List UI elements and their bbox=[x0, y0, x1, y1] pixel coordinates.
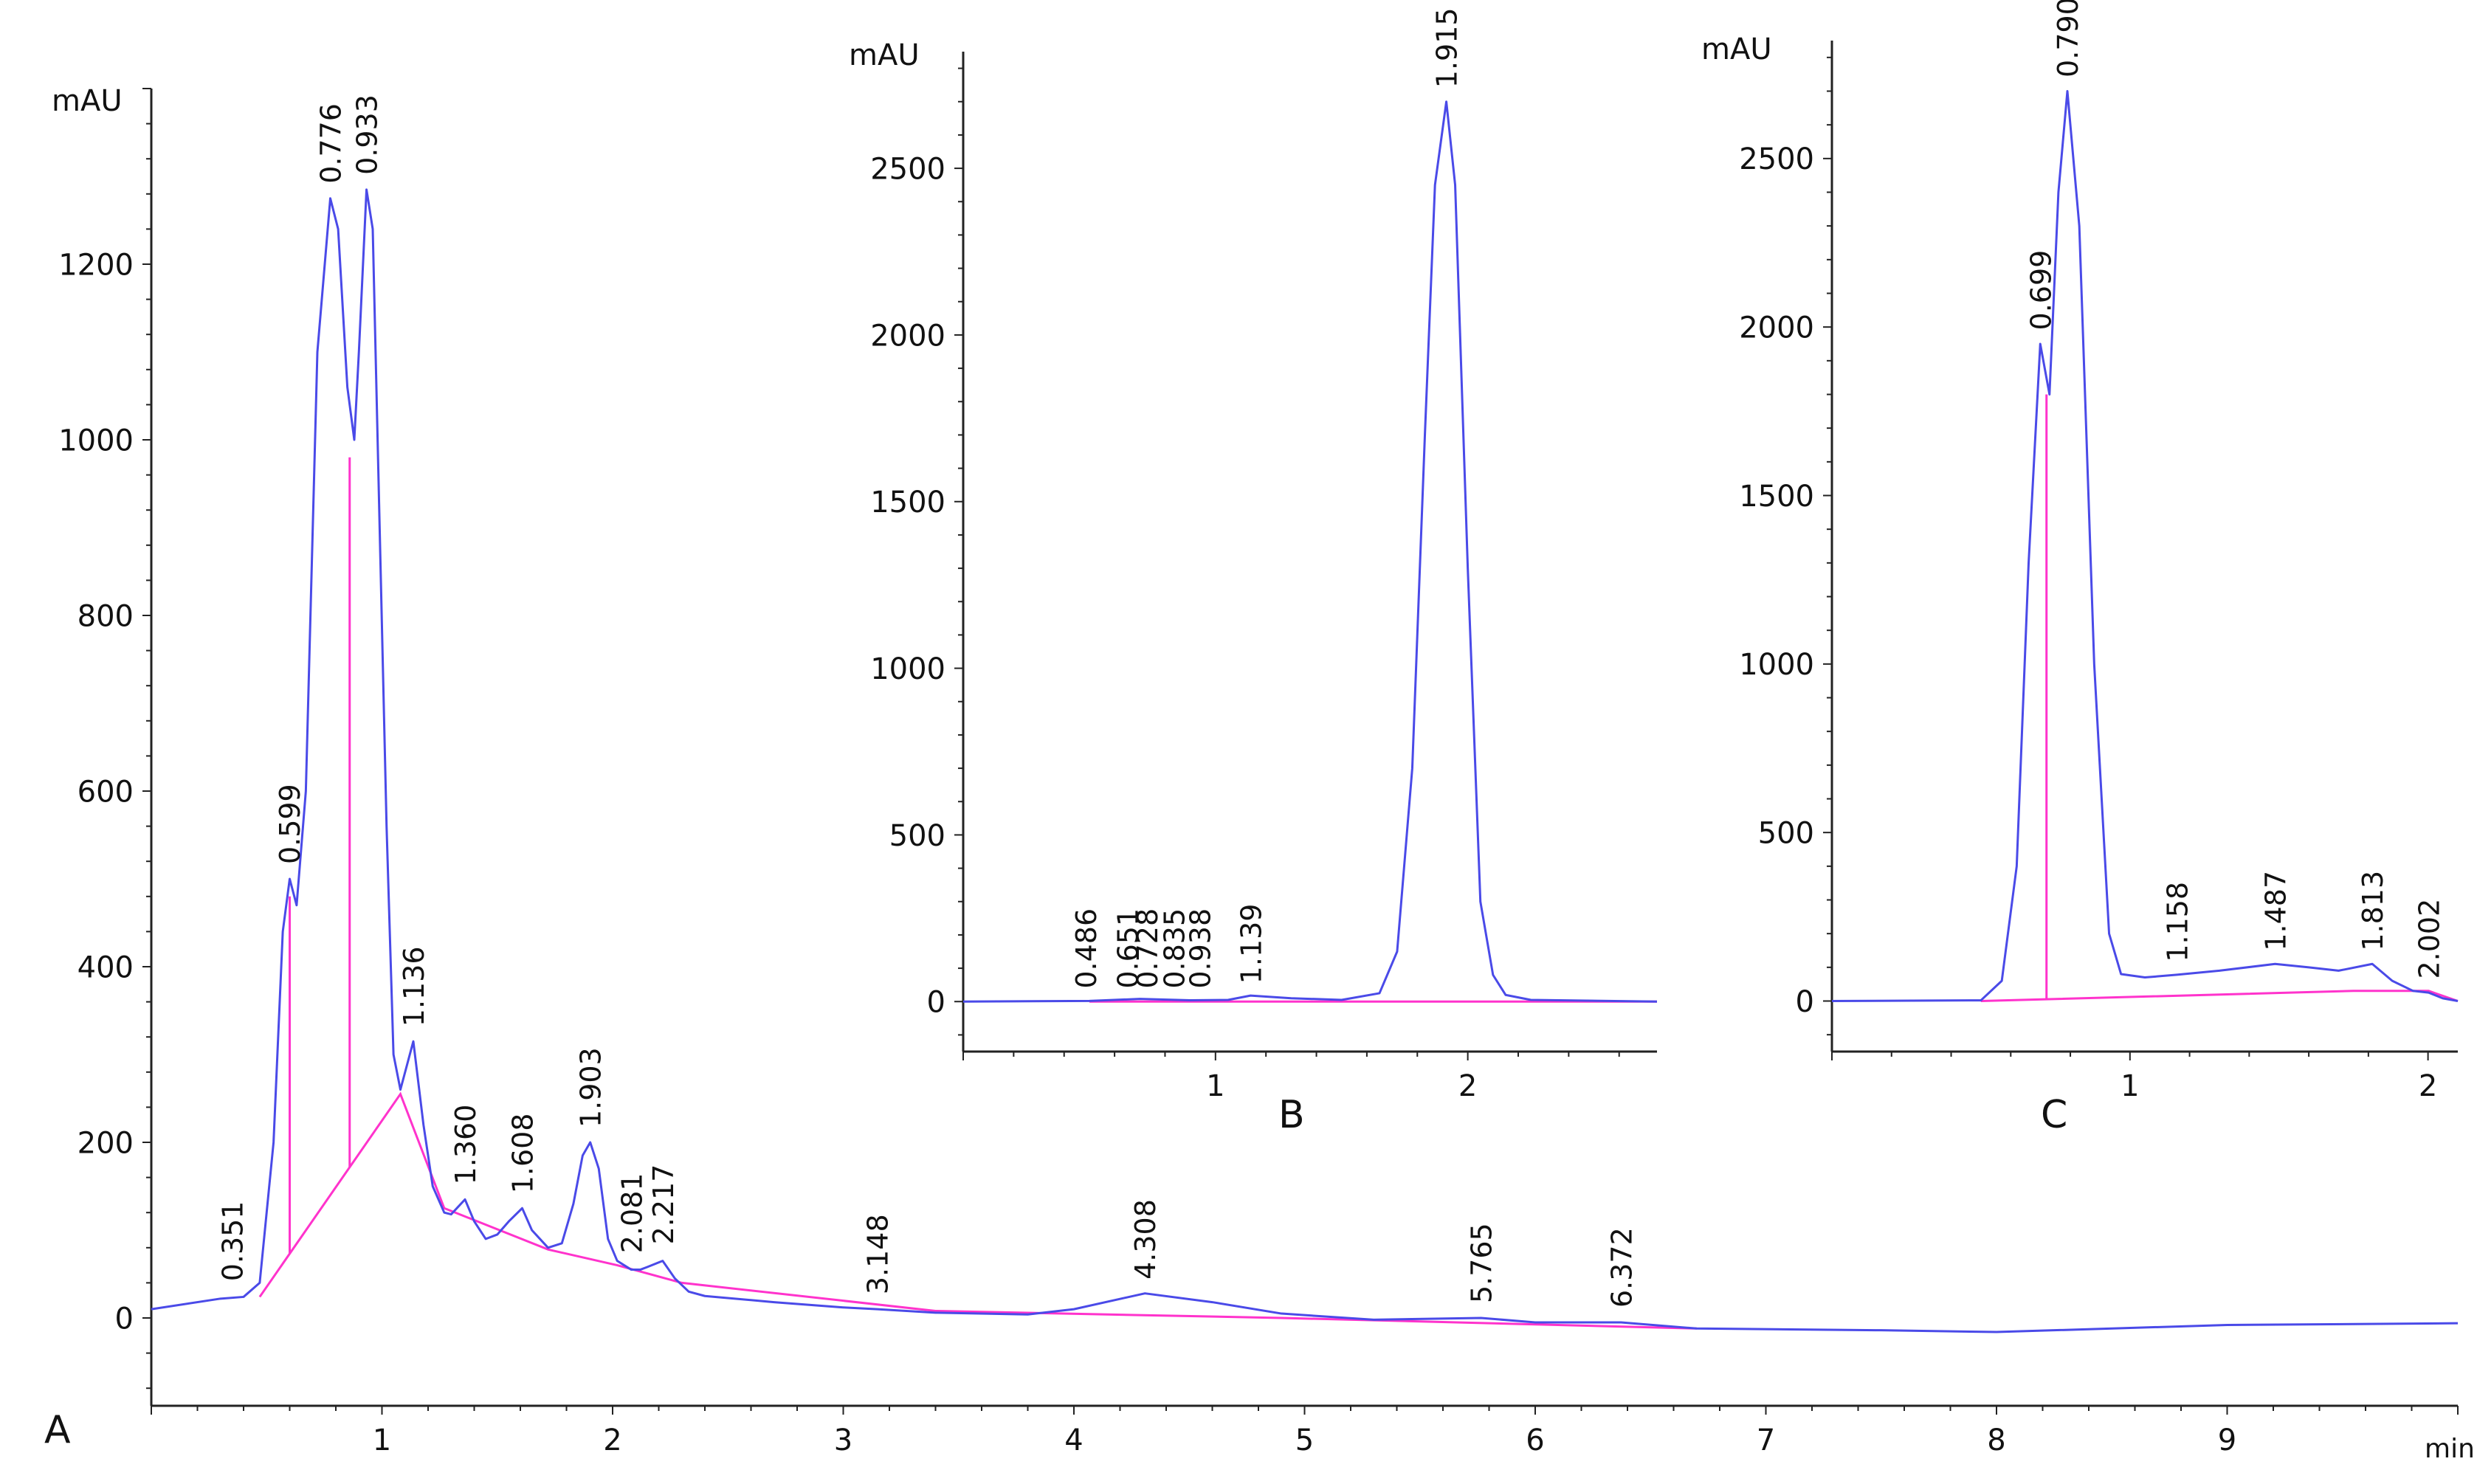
y-tick-label: 1000 bbox=[58, 424, 134, 458]
y-axis-label: mAU bbox=[52, 84, 123, 118]
y-tick-label: 0 bbox=[927, 986, 945, 1020]
integration-baseline bbox=[1980, 990, 2459, 1002]
y-tick-label: 2000 bbox=[870, 319, 945, 353]
chromatogram-trace bbox=[151, 188, 2459, 1333]
chart-panel-c: 0 500 1000 1500 2000 2500 1 2 mAU C 0.699 0.790 1.15… bbox=[1701, 0, 2459, 1137]
peak-label: 3.148 bbox=[862, 1214, 895, 1294]
peak-label: 0.486 bbox=[1070, 908, 1103, 989]
peak-label: 1.608 bbox=[507, 1114, 540, 1194]
x-tick-label: 1 bbox=[373, 1423, 391, 1457]
x-tick-label: 8 bbox=[1987, 1423, 2005, 1457]
peak-label: 1.158 bbox=[2162, 882, 2194, 962]
peak-label: 0.699 bbox=[2025, 250, 2057, 331]
integration-baseline bbox=[258, 1091, 1697, 1330]
x-tick-label: 2 bbox=[603, 1423, 621, 1457]
peak-label: 0.938 bbox=[1185, 908, 1217, 989]
y-tick-label: 1000 bbox=[870, 652, 945, 686]
panel-label: C bbox=[2041, 1093, 2067, 1137]
peak-label: 1.903 bbox=[575, 1047, 607, 1128]
peak-label: 1.813 bbox=[2357, 871, 2389, 951]
x-tick-label: 1 bbox=[1206, 1069, 1224, 1103]
peak-label: 0.599 bbox=[274, 784, 306, 864]
peak-label: 2.002 bbox=[2413, 899, 2445, 979]
y-tick-label: 1000 bbox=[1739, 648, 1814, 682]
x-tick-label: 2 bbox=[2419, 1069, 2437, 1103]
y-axis-label: mAU bbox=[849, 38, 920, 72]
y-tick-label: 1200 bbox=[58, 248, 134, 282]
chart-panel-b: 0 500 1000 1500 2000 2500 1 2 mAU B 0.486 0.6510.72… bbox=[849, 7, 1658, 1137]
peak-label: 1.136 bbox=[398, 946, 430, 1026]
peak-label: 4.308 bbox=[1129, 1199, 1162, 1280]
x-tick-label: 7 bbox=[1757, 1423, 1775, 1457]
y-tick-label: 0 bbox=[115, 1302, 134, 1336]
y-tick-label: 1500 bbox=[1739, 480, 1814, 514]
x-tick-label: 1 bbox=[2121, 1069, 2139, 1103]
peak-label: 0.776 bbox=[315, 103, 348, 184]
peak-label: 1.915 bbox=[1431, 7, 1464, 88]
y-tick-label: 500 bbox=[889, 819, 945, 853]
peak-label: 0.351 bbox=[217, 1201, 249, 1282]
x-tick-label: 3 bbox=[834, 1423, 852, 1457]
peak-label: 0.835 bbox=[1158, 908, 1191, 989]
peak-label: 0.728 bbox=[1131, 908, 1164, 989]
panel-label: B bbox=[1278, 1093, 1305, 1137]
y-tick-label: 2500 bbox=[870, 152, 945, 186]
peak-label: 2.081 bbox=[616, 1173, 648, 1253]
y-tick-label: 2500 bbox=[1739, 142, 1814, 176]
y-tick-label: 500 bbox=[1758, 817, 1814, 851]
peak-label: 0.651 bbox=[1112, 908, 1145, 989]
peak-label: 1.487 bbox=[2259, 871, 2292, 951]
y-tick-label: 200 bbox=[77, 1126, 134, 1160]
x-tick-label: 2 bbox=[1458, 1069, 1477, 1103]
x-axis-label: min bbox=[2425, 1434, 2475, 1464]
peak-label: 5.765 bbox=[1466, 1223, 1498, 1303]
peak-label: 2.217 bbox=[647, 1164, 680, 1245]
y-tick-label: 600 bbox=[77, 775, 134, 809]
y-tick-label: 1500 bbox=[870, 486, 945, 520]
x-tick-label: 6 bbox=[1526, 1423, 1544, 1457]
peak-label: 1.139 bbox=[1235, 904, 1267, 984]
y-tick-label: 2000 bbox=[1739, 311, 1814, 345]
x-tick-label: 9 bbox=[2218, 1423, 2236, 1457]
x-tick-label: 5 bbox=[1295, 1423, 1314, 1457]
y-tick-label: 800 bbox=[77, 599, 134, 633]
peak-label: 6.372 bbox=[1605, 1227, 1638, 1308]
peak-label: 1.360 bbox=[449, 1105, 482, 1185]
peak-label: 0.790 bbox=[2052, 0, 2084, 77]
x-tick-label: 4 bbox=[1064, 1423, 1083, 1457]
chromatogram-trace bbox=[1831, 90, 2459, 1002]
panel-label: A bbox=[44, 1408, 71, 1452]
y-axis-label: mAU bbox=[1701, 32, 1772, 66]
chromatogram-trace bbox=[962, 100, 1658, 1003]
y-tick-label: 400 bbox=[77, 950, 134, 984]
y-tick-label: 0 bbox=[1796, 985, 1814, 1019]
peak-label: 0.933 bbox=[351, 94, 384, 175]
